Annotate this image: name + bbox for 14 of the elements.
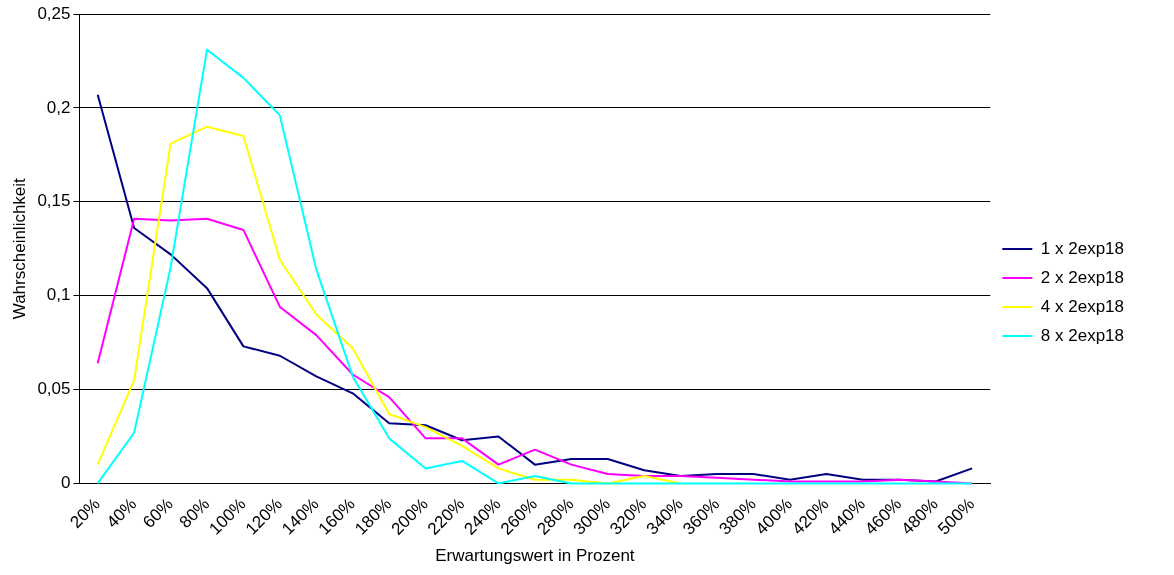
x-axis-title: Erwartungswert in Prozent (435, 546, 635, 566)
legend-label: 8 x 2exp18 (1040, 325, 1125, 345)
x-tick-label: 40% (102, 494, 141, 532)
y-tick-label: 0,1 (46, 285, 71, 305)
legend-label: 2 x 2exp18 (1040, 267, 1125, 287)
y-tick-label: 0,25 (37, 3, 71, 23)
y-tick-label: 0,15 (37, 191, 71, 211)
legend-label: 4 x 2exp18 (1040, 296, 1125, 316)
y-tick-label: 0 (61, 473, 71, 493)
y-tick-label: 0,05 (37, 379, 71, 399)
legend-label: 1 x 2exp18 (1040, 238, 1125, 258)
x-tick-label: 60% (139, 494, 177, 532)
y-tick-label: 0,2 (46, 97, 71, 117)
y-axis-title: Wahrscheinlichkeit (9, 177, 29, 320)
